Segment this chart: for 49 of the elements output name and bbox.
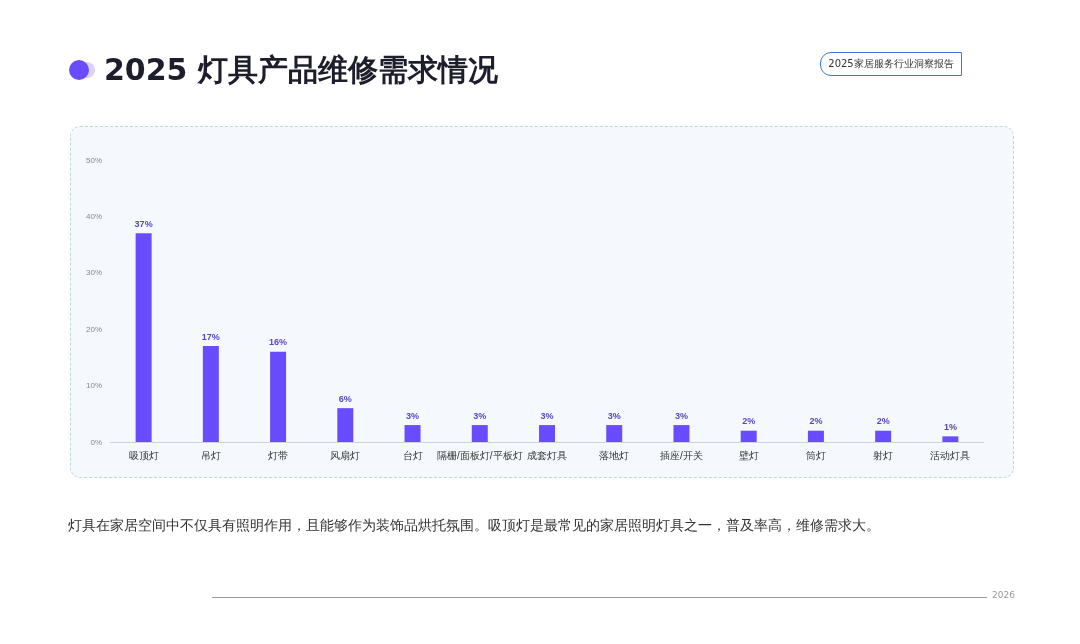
y-tick-label: 10% [85, 381, 102, 391]
data-label: 3% [674, 410, 688, 421]
x-tick-label: 隔栅/面板灯/平板灯 [436, 449, 523, 461]
bar [606, 425, 623, 442]
data-label: 6% [338, 393, 352, 404]
y-tick-label: 20% [85, 324, 102, 334]
text: 2026 [992, 590, 1015, 600]
bar [673, 425, 690, 442]
y-tick-label: 50% [85, 155, 102, 165]
data-label: 17% [201, 331, 220, 342]
x-tick-label: 筒灯 [805, 449, 826, 461]
x-tick-label: 吸顶灯 [128, 449, 159, 461]
x-tick-label: 落地灯 [599, 449, 630, 461]
bar [135, 233, 152, 442]
x-tick-label: 活动灯具 [930, 449, 971, 461]
y-tick-label: 40% [85, 211, 102, 221]
bar [337, 408, 354, 442]
x-tick-label: 插座/开关 [660, 449, 703, 461]
x-tick-label: 台灯 [402, 449, 423, 461]
chart-title: 2025 灯具产品维修需求情况 [104, 51, 498, 89]
data-label: 1% [943, 421, 957, 432]
bar [471, 425, 488, 442]
text: 灯具在家居空间中不仅具有照明作用，且能够作为装饰品烘托氛围。吸顶灯是最常见的家居照明灯具之一，普及率高，维修需求大。 [68, 517, 880, 535]
y-tick-label: 30% [85, 268, 102, 278]
x-tick-label: 风扇灯 [330, 449, 361, 461]
bar [202, 346, 219, 442]
x-tick-label: 灯带 [268, 449, 289, 461]
bar [539, 425, 555, 442]
x-tick-label: 吊灯 [200, 449, 221, 461]
data-label: 2% [742, 416, 756, 427]
x-tick-label: 射灯 [873, 449, 894, 461]
bar [807, 430, 824, 442]
data-label: 3% [540, 410, 554, 421]
x-tick-label: 壁灯 [738, 449, 759, 461]
data-label: 3% [607, 410, 621, 421]
bar [875, 430, 892, 442]
data-label: 3% [406, 410, 420, 421]
data-label: 3% [473, 410, 487, 421]
data-label: 37% [134, 218, 153, 229]
bar [942, 436, 959, 442]
bar [404, 425, 421, 442]
data-label: 16% [269, 337, 288, 348]
data-label: 2% [876, 416, 890, 427]
bar [740, 430, 757, 442]
x-tick-label: 成套灯具 [527, 449, 567, 461]
text: 2025家居服务行业洞察报告 [820, 52, 962, 76]
bar [270, 351, 287, 442]
y-tick-label: 0% [90, 437, 102, 447]
data-label: 2% [809, 416, 823, 427]
